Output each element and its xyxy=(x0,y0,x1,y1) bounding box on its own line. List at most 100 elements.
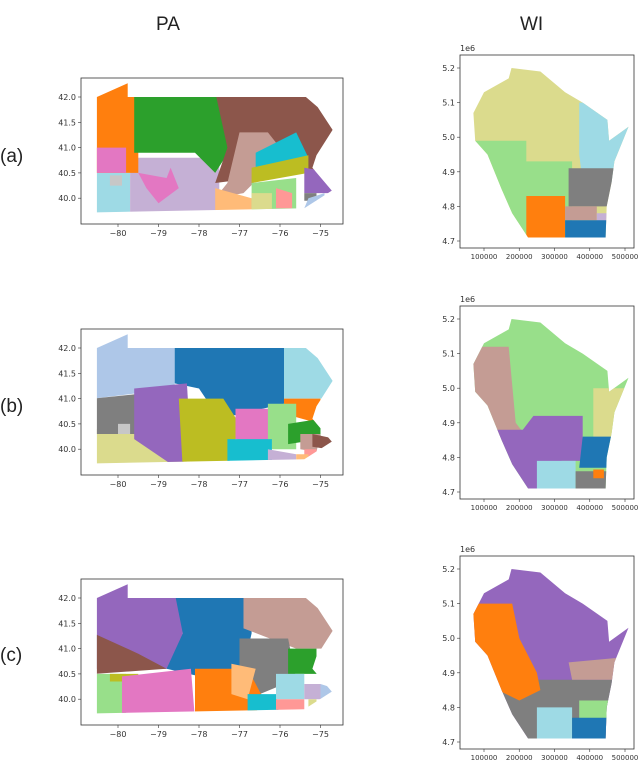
district-salmon xyxy=(276,699,305,714)
pa-districts xyxy=(96,334,333,464)
x-tick-label: −76 xyxy=(272,480,289,489)
x-tick-label: 300000 xyxy=(541,253,568,261)
district-blue xyxy=(166,592,252,679)
district-olive xyxy=(178,398,240,464)
pa-map-c: −80 −79 −78 −77 −76 −75 40.0 40.5 41.0 41.5 42.0 xyxy=(58,578,344,739)
district-khaki xyxy=(251,193,272,213)
district-lightsteel xyxy=(96,334,175,399)
y-tick-label: 41.0 xyxy=(58,144,76,153)
offset-label: 1e6 xyxy=(460,545,475,554)
district-blue xyxy=(579,436,625,468)
x-tick-label: 400000 xyxy=(576,754,603,761)
y-tick-label: 42.0 xyxy=(58,93,76,102)
y-tick-label: 4.8 xyxy=(442,453,455,462)
district-pink xyxy=(235,408,272,445)
offset-label: 1e6 xyxy=(460,295,475,304)
district-peach xyxy=(231,663,256,700)
x-tick-label: −77 xyxy=(231,229,248,238)
x-tick-label: 300000 xyxy=(541,754,568,761)
x-tick-label: 100000 xyxy=(471,253,498,261)
x-tick-label: −76 xyxy=(272,730,289,739)
y-tick-label: 5.1 xyxy=(442,99,455,108)
x-tick-label: 200000 xyxy=(506,253,533,261)
row-label-b: (b) xyxy=(0,396,24,417)
y-tick-label: 40.0 xyxy=(58,695,76,704)
y-tick-label: 40.5 xyxy=(58,420,76,429)
district-gray xyxy=(96,393,143,434)
district-peach xyxy=(296,454,309,464)
y-tick-label: 40.5 xyxy=(58,670,76,679)
x-tick-label: 200000 xyxy=(506,504,533,512)
district-lilac xyxy=(267,449,297,464)
y-tick-label: 4.8 xyxy=(442,703,455,712)
district-lightblue xyxy=(536,460,576,489)
district-green xyxy=(288,648,317,674)
y-tick-label: 5.1 xyxy=(442,350,455,359)
x-tick-label: −80 xyxy=(110,229,127,238)
x-tick-label: 400000 xyxy=(576,504,603,512)
x-tick-label: −78 xyxy=(191,229,208,238)
y-tick-label: 40.0 xyxy=(58,445,76,454)
y-tick-label: 42.0 xyxy=(58,344,76,353)
y-tick-label: 5.2 xyxy=(442,64,455,73)
district-pink xyxy=(96,147,127,173)
y-tick-label: 4.7 xyxy=(442,237,455,246)
district-lilac xyxy=(304,684,321,700)
district-pink xyxy=(122,668,195,714)
wi-map-a: 100000 200000 300000 400000 500000 4.7 4.8 4.9 5… xyxy=(442,44,639,261)
pa-axes-frame xyxy=(80,77,344,225)
y-tick-label: 42.0 xyxy=(58,594,76,603)
x-tick-label: 500000 xyxy=(612,504,639,512)
district-blue xyxy=(174,342,284,419)
wi-map-b: 100000 200000 300000 400000 500000 4.7 4.8 4.9 5… xyxy=(442,295,639,512)
row-label-a: (a) xyxy=(0,146,24,167)
district-purple xyxy=(134,383,191,464)
x-tick-label: 300000 xyxy=(541,504,568,512)
y-tick-label: 4.9 xyxy=(442,669,455,678)
district-lightsteel xyxy=(320,684,333,702)
district-brown xyxy=(96,633,167,674)
x-tick-label: 500000 xyxy=(612,253,639,261)
y-tick-label: 41.5 xyxy=(58,369,76,378)
x-tick-label: −75 xyxy=(312,229,329,238)
district-orange xyxy=(526,196,566,238)
y-tick-label: 4.8 xyxy=(442,202,455,211)
district-lightblue xyxy=(284,342,333,399)
y-tick-label: 4.9 xyxy=(442,419,455,428)
district-cyan xyxy=(227,439,272,464)
x-tick-label: −79 xyxy=(150,730,167,739)
y-tick-label: 5.0 xyxy=(442,634,455,643)
district-brown xyxy=(312,434,333,450)
x-tick-label: −78 xyxy=(191,730,208,739)
pa-map-b: −80 −79 −78 −77 −76 −75 40.0 40.5 41.0 41.5 42.0 xyxy=(58,328,344,489)
pa-map-a: −80 −79 −78 −77 −76 −75 40.0 40.5 41.0 41.5 42.0 xyxy=(58,77,344,238)
y-tick-label: 4.7 xyxy=(442,738,455,747)
district-purple xyxy=(304,167,333,194)
x-tick-label: 500000 xyxy=(612,754,639,761)
pa-districts xyxy=(96,83,333,213)
wi-axes-frame xyxy=(459,305,635,500)
y-tick-label: 4.9 xyxy=(442,168,455,177)
y-tick-label: 5.2 xyxy=(442,315,455,324)
y-tick-label: 40.0 xyxy=(58,194,76,203)
offset-label: 1e6 xyxy=(460,44,475,53)
district-green xyxy=(134,83,232,173)
x-tick-label: −77 xyxy=(231,480,248,489)
district-khaki xyxy=(593,388,629,444)
x-tick-label: −80 xyxy=(110,480,127,489)
wi-districts xyxy=(473,68,629,238)
x-tick-label: 100000 xyxy=(471,754,498,761)
wi-axes-frame xyxy=(459,555,635,750)
pa-axes-frame xyxy=(80,328,344,476)
district-lightgray xyxy=(118,423,131,434)
pa-axes-frame xyxy=(80,578,344,726)
district-cyan xyxy=(247,694,280,714)
x-tick-label: −75 xyxy=(312,730,329,739)
x-tick-label: −78 xyxy=(191,480,208,489)
x-tick-label: −80 xyxy=(110,730,127,739)
pa-districts xyxy=(96,584,333,714)
x-tick-label: 200000 xyxy=(506,754,533,761)
column-title-wi: WI xyxy=(520,14,544,35)
